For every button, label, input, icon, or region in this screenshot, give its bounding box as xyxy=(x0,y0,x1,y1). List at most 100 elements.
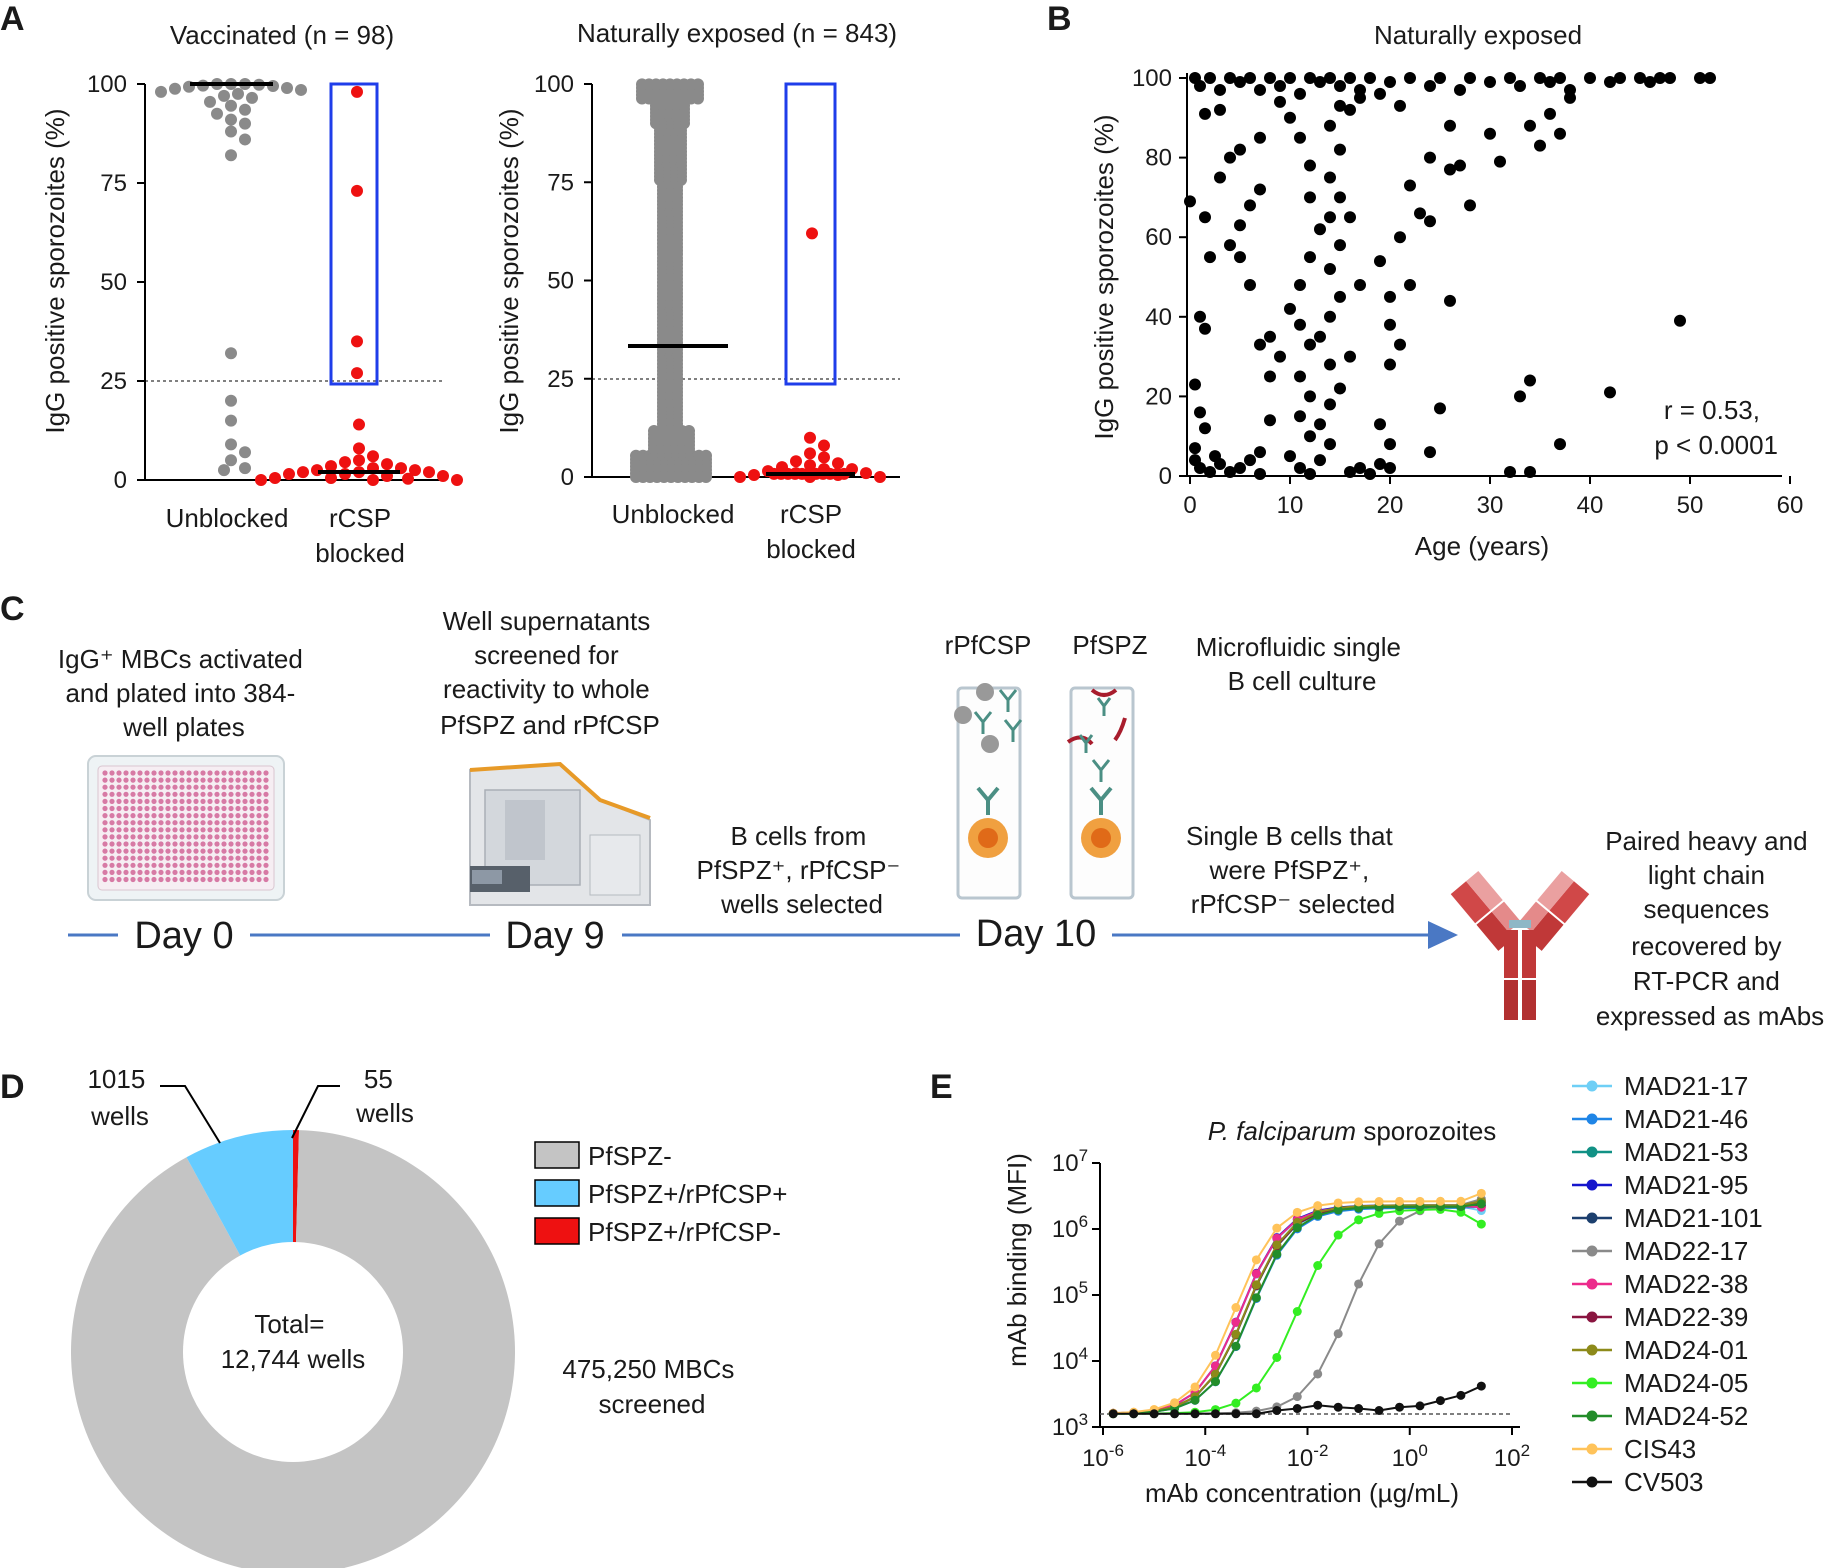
plate-well xyxy=(123,855,129,861)
plate-well xyxy=(256,841,262,847)
b-point xyxy=(1244,199,1256,212)
b-point xyxy=(1444,294,1456,307)
e-point-CIS43 xyxy=(1292,1207,1302,1217)
plate-well xyxy=(249,784,255,790)
a1-y-ticks: 0 25 50 75 100 xyxy=(87,71,145,494)
e-point-CIS43 xyxy=(1170,1398,1180,1408)
a2-ytick-label: 25 xyxy=(547,366,574,393)
plate-well xyxy=(165,770,171,776)
plate-well xyxy=(256,777,262,783)
b-point xyxy=(1324,398,1336,411)
e-xtick-label: 10-6 xyxy=(1082,1441,1124,1472)
plate-well xyxy=(263,777,269,783)
donut-hole xyxy=(183,1242,403,1462)
e-point-MAD24-05 xyxy=(1476,1219,1486,1229)
plate-well xyxy=(263,798,269,805)
plate-well xyxy=(214,855,220,861)
e-point-CIS43 xyxy=(1190,1382,1200,1392)
b-point xyxy=(1404,179,1416,192)
plate-well xyxy=(263,834,269,840)
b-xtick-label: 20 xyxy=(1377,492,1404,519)
plate-well xyxy=(249,862,255,868)
plate-well xyxy=(249,848,255,854)
a2-point-blocked xyxy=(804,431,816,444)
plate-well xyxy=(144,848,150,854)
plate-well xyxy=(242,841,248,847)
plate-well xyxy=(116,813,122,819)
b-point xyxy=(1199,107,1211,120)
b-point xyxy=(1334,99,1346,112)
plate-well xyxy=(193,869,199,876)
a2-point-unblocked xyxy=(700,449,712,462)
c-microfluidic-text: Microfluidic single B cell culture xyxy=(1196,632,1408,696)
b-point xyxy=(1344,350,1356,363)
plate-well xyxy=(158,770,164,776)
b-point xyxy=(1364,72,1376,84)
plate-well xyxy=(179,862,185,868)
plate-well xyxy=(151,827,157,833)
plate-well xyxy=(158,791,164,797)
plate-well xyxy=(102,770,108,776)
plate-well xyxy=(151,813,157,819)
b-point xyxy=(1374,87,1386,100)
panel-label-e: E xyxy=(930,1068,953,1106)
day10-bg xyxy=(960,910,1112,960)
b-point xyxy=(1504,72,1516,84)
plate-well xyxy=(179,869,185,876)
b-point xyxy=(1264,370,1276,383)
b-point xyxy=(1234,219,1246,232)
plate-well xyxy=(214,841,220,847)
e-point-MAD24-01 xyxy=(1251,1280,1261,1290)
e-point-CIS43 xyxy=(1272,1223,1282,1233)
b-point xyxy=(1324,263,1336,276)
e-point-CV503 xyxy=(1395,1402,1405,1412)
e-legend-marker xyxy=(1586,1344,1598,1356)
plate-well xyxy=(235,798,241,805)
plate-well xyxy=(186,869,192,876)
plate-well xyxy=(256,855,262,861)
plate-well xyxy=(116,869,122,876)
plate-well xyxy=(214,876,220,883)
plate-well xyxy=(109,791,115,797)
e-point-MAD22-17 xyxy=(1292,1392,1302,1402)
e-legend-marker xyxy=(1586,1212,1598,1224)
e-ylabel: mAb binding (MFI) xyxy=(1002,1153,1032,1367)
b-point xyxy=(1254,338,1266,351)
microfluidic-chamber-rpfcsp-icon xyxy=(954,683,1023,900)
a1-point-unblocked xyxy=(218,89,230,102)
plate-well xyxy=(193,820,199,826)
b-point xyxy=(1404,72,1416,84)
a1-point-blocked xyxy=(283,468,295,481)
plate-well xyxy=(151,855,157,861)
plate-well xyxy=(235,848,241,854)
e-point-CV503 xyxy=(1231,1409,1241,1419)
e-legend-label: MAD21-46 xyxy=(1624,1104,1748,1134)
b-point xyxy=(1344,103,1356,116)
plate-well xyxy=(256,848,262,854)
b-point xyxy=(1354,278,1366,291)
e-point-MAD24-52 xyxy=(1476,1199,1486,1209)
plate-well xyxy=(214,848,220,854)
c-screening-text: Well supernatants screened for reactivit… xyxy=(440,606,660,740)
b-point xyxy=(1214,103,1226,116)
plate-well xyxy=(116,805,122,812)
plate-well xyxy=(144,827,150,833)
a2-point-blocked xyxy=(818,439,830,452)
e-ytick-label: 105 xyxy=(1052,1278,1088,1309)
e-legend-marker xyxy=(1586,1311,1598,1323)
plate-well xyxy=(207,770,213,776)
plate-well xyxy=(256,820,262,826)
plate-well xyxy=(179,827,185,833)
plate-well xyxy=(193,798,199,805)
b-point xyxy=(1304,338,1316,351)
a1-point-unblocked xyxy=(295,83,307,96)
b-ytick-label: 80 xyxy=(1145,145,1172,172)
plate-well xyxy=(200,820,206,826)
b-ticks: 0 10 20 30 40 50 60 0 20 40 60 80 100 xyxy=(1132,65,1803,519)
plate-well xyxy=(123,827,129,833)
b-point xyxy=(1434,402,1446,415)
e-point-CIS43 xyxy=(1354,1197,1364,1207)
plate-well xyxy=(193,805,199,812)
plate-well xyxy=(228,827,234,833)
plate-well xyxy=(109,820,115,826)
